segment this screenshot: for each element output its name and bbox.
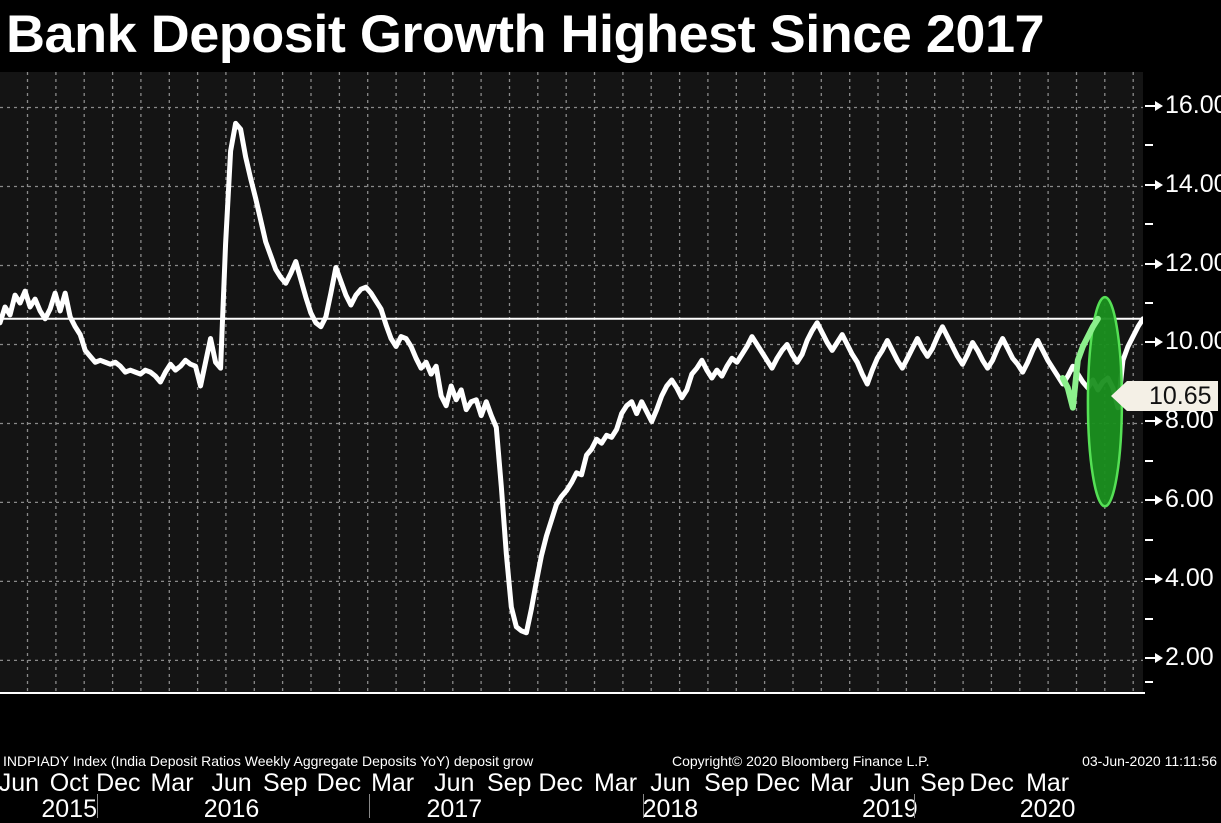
y-tick-minor	[1145, 459, 1153, 462]
y-tick-arrow-icon	[1155, 337, 1163, 348]
x-tick-label: Jun	[0, 769, 40, 797]
plot-wrapper: 16.00 14.00 12.00 10.00 8.00 6.00 4.00 2.00 10.…	[0, 70, 1221, 823]
y-tick-label: 12.00	[1165, 248, 1221, 277]
y-tick-arrow-icon	[1155, 179, 1163, 190]
x-tick-label: Dec	[969, 769, 1014, 797]
x-tick-label: Mar	[593, 769, 638, 797]
y-tick-minor	[1145, 617, 1153, 620]
x-axis-year-label: 2019	[861, 795, 918, 823]
x-tick-label: Sep	[704, 769, 749, 797]
y-tick-mark	[1145, 262, 1157, 265]
y-tick-arrow-icon	[1155, 416, 1163, 427]
y-tick-mark	[1145, 183, 1157, 186]
x-tick-label: Jun	[211, 769, 252, 797]
y-tick-label: 16.00	[1165, 90, 1221, 119]
current-value-callout: 10.65	[1111, 381, 1218, 411]
y-tick-minor	[1145, 144, 1153, 147]
y-tick-minor	[1145, 301, 1153, 304]
x-tick-label: Dec	[316, 769, 362, 797]
y-tick-label: 2.00	[1165, 643, 1214, 672]
y-tick-mark	[1145, 657, 1157, 660]
x-axis-year-label: 2020	[1019, 795, 1076, 823]
y-tick-label: 4.00	[1165, 564, 1214, 593]
y-tick-mark	[1145, 341, 1157, 344]
x-tick-label: Sep	[262, 769, 308, 797]
x-axis-year-label: 2017	[426, 795, 483, 823]
x-axis-year-label: 2018	[642, 795, 699, 823]
x-tick-label: Jun	[869, 769, 910, 797]
x-axis-year-separator	[96, 794, 98, 818]
y-tick-minor	[1145, 223, 1153, 225]
y-tick-mark	[1145, 499, 1157, 502]
deposit-growth-line	[0, 120, 1143, 636]
x-tick-label: Oct	[49, 769, 89, 797]
x-tick-label: Jun	[434, 769, 475, 797]
x-tick-label: Mar	[150, 769, 194, 797]
copyright-text: Copyright© 2020 Bloomberg Finance L.P.	[672, 753, 930, 769]
x-tick-label: Dec	[755, 769, 801, 797]
x-axis-year-separator	[913, 794, 915, 818]
x-axis-year-label: 2015	[41, 795, 97, 823]
highlight-ellipse-annotation	[1059, 295, 1124, 508]
y-tick-mark	[1145, 104, 1157, 107]
x-tick-label: Mar	[809, 769, 854, 797]
y-tick-arrow-icon	[1155, 653, 1163, 664]
y-tick-minor	[1145, 538, 1153, 541]
y-tick-label: 6.00	[1165, 485, 1214, 514]
x-axis-year-label: 2016	[203, 795, 260, 823]
y-tick-label: 8.00	[1165, 406, 1214, 435]
y-tick-mark	[1145, 578, 1157, 581]
x-tick-label: Sep	[486, 769, 532, 797]
x-tick-label: Sep	[920, 769, 965, 797]
page-title: Bank Deposit Growth Highest Since 2017	[6, 5, 1045, 64]
y-tick-label: 10.00	[1165, 327, 1221, 356]
plot-area	[0, 72, 1145, 694]
x-tick-label: Mar	[1026, 769, 1070, 797]
x-axis-year-separator	[642, 794, 644, 818]
x-tick-label: Dec	[96, 769, 141, 797]
x-tick-label: Jun	[650, 769, 691, 797]
y-tick-mark	[1145, 420, 1157, 423]
x-tick-label: Mar	[371, 769, 415, 797]
y-tick-arrow-icon	[1155, 100, 1163, 111]
x-tick-label: Dec	[538, 769, 583, 797]
y-tick-arrow-icon	[1155, 574, 1163, 585]
x-axis-year-separator	[368, 794, 370, 818]
x-axis: Jun Oct 2015 Dec Mar Jun 2016 Sep Dec Mar Jun 2017 S…	[0, 769, 1143, 823]
y-tick-minor	[1145, 681, 1153, 684]
timestamp: 03-Jun-2020 11:11:56	[1082, 753, 1217, 769]
y-tick-arrow-icon	[1155, 258, 1163, 269]
title-bar: Bank Deposit Growth Highest Since 2017	[0, 0, 1221, 70]
footer: INDPIADY Index (India Deposit Ratios Wee…	[0, 752, 1221, 773]
series-description: INDPIADY Index (India Deposit Ratios Wee…	[3, 753, 534, 769]
y-tick-label: 14.00	[1165, 169, 1221, 198]
y-tick-arrow-icon	[1155, 495, 1163, 506]
